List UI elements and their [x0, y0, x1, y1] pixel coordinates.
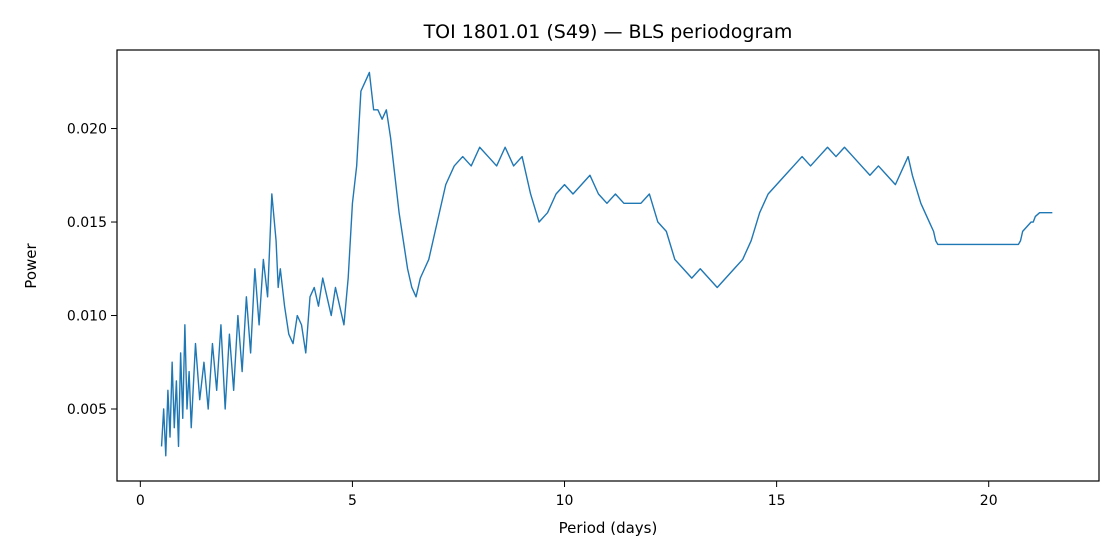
y-axis-label: Power [22, 242, 40, 288]
x-tick-label: 0 [136, 493, 145, 509]
chart-title: TOI 1801.01 (S49) — BLS periodogram [423, 21, 793, 43]
y-tick-label: 0.020 [67, 122, 107, 138]
y-tick-label: 0.015 [67, 215, 107, 231]
x-tick-label: 20 [980, 493, 998, 509]
series-line-0 [160, 71, 1053, 457]
y-tick-label: 0.005 [67, 402, 107, 418]
x-axis-label: Period (days) [559, 519, 658, 537]
y-tick-label: 0.010 [67, 309, 107, 325]
x-tick-label: 5 [348, 493, 357, 509]
x-tick-label: 10 [556, 493, 574, 509]
plot-frame [116, 49, 1100, 482]
x-tick-label: 15 [768, 493, 786, 509]
